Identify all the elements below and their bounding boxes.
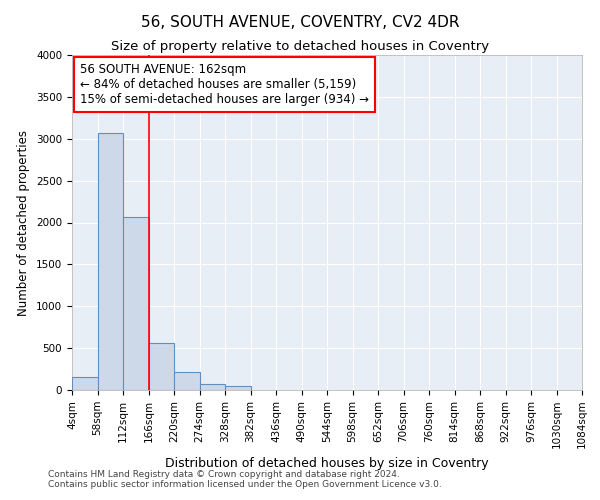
Bar: [72, 378, 97, 390]
Bar: [149, 342, 174, 390]
Bar: [123, 216, 149, 390]
Bar: [225, 386, 251, 390]
Y-axis label: Number of detached properties: Number of detached properties: [17, 130, 31, 316]
Text: 56, SOUTH AVENUE, COVENTRY, CV2 4DR: 56, SOUTH AVENUE, COVENTRY, CV2 4DR: [141, 15, 459, 30]
Text: Size of property relative to detached houses in Coventry: Size of property relative to detached ho…: [111, 40, 489, 53]
Bar: [97, 133, 123, 390]
Text: 56 SOUTH AVENUE: 162sqm
← 84% of detached houses are smaller (5,159)
15% of semi: 56 SOUTH AVENUE: 162sqm ← 84% of detache…: [80, 64, 368, 106]
X-axis label: Distribution of detached houses by size in Coventry: Distribution of detached houses by size …: [165, 456, 489, 469]
Bar: [174, 372, 199, 390]
Bar: [200, 384, 225, 390]
Text: Contains HM Land Registry data © Crown copyright and database right 2024.
Contai: Contains HM Land Registry data © Crown c…: [48, 470, 442, 489]
